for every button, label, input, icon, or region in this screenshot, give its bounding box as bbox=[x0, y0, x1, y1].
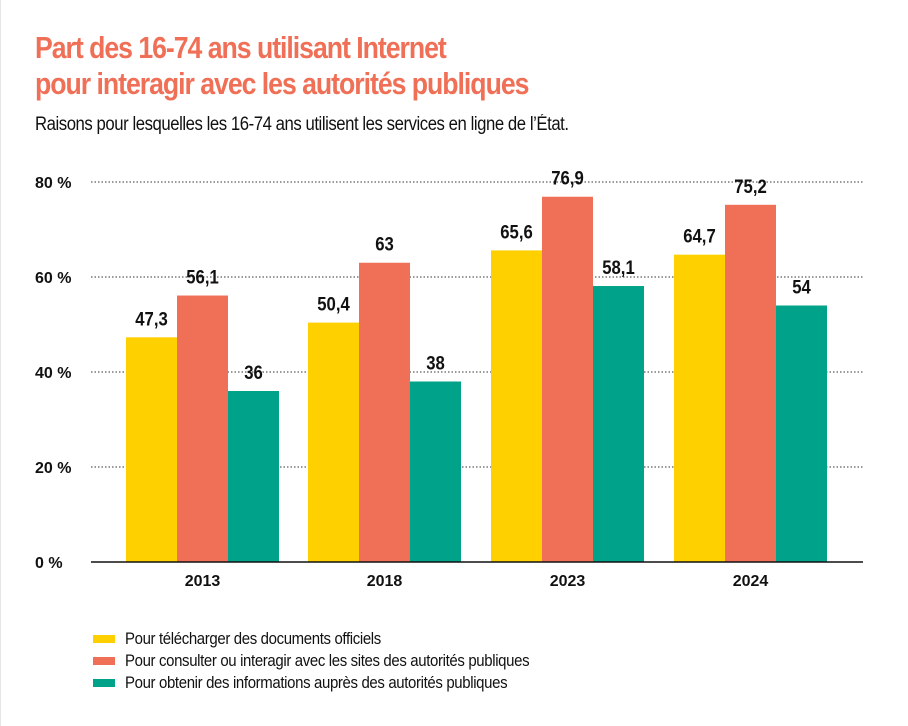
y-tick-label: 60 % bbox=[35, 270, 71, 287]
legend-swatch bbox=[93, 657, 115, 665]
bar bbox=[542, 196, 593, 562]
data-label: 63 bbox=[375, 234, 394, 255]
legend-label: Pour obtenir des informations auprès des… bbox=[125, 673, 508, 692]
data-label: 38 bbox=[426, 353, 445, 374]
legend-item: Pour télécharger des documents officiels bbox=[93, 628, 584, 650]
data-label: 65,6 bbox=[500, 221, 533, 242]
data-label: 54 bbox=[792, 277, 811, 298]
legend-label: Pour consulter ou interagir avec les sit… bbox=[125, 651, 530, 670]
x-tick-label: 2018 bbox=[367, 573, 403, 590]
data-label: 36 bbox=[244, 362, 263, 383]
bar bbox=[126, 337, 177, 562]
bar bbox=[359, 262, 410, 562]
y-tick-label: 0 % bbox=[35, 555, 63, 572]
data-label: 58,1 bbox=[602, 257, 635, 278]
title-line-1: Part des 16-74 ans utilisant Internet bbox=[35, 30, 447, 65]
bar bbox=[410, 381, 461, 562]
chart-title: Part des 16-74 ans utilisant Internet po… bbox=[35, 30, 529, 102]
chart-subtitle: Raisons pour lesquelles les 16-74 ans ut… bbox=[35, 114, 569, 135]
y-tick-label: 80 % bbox=[35, 175, 71, 192]
bar bbox=[725, 204, 776, 563]
bar bbox=[674, 254, 725, 563]
bar bbox=[491, 250, 542, 562]
legend-swatch bbox=[93, 635, 115, 643]
x-tick-label: 2024 bbox=[733, 573, 769, 590]
data-label: 50,4 bbox=[317, 294, 350, 315]
bar bbox=[776, 305, 827, 562]
data-label: 56,1 bbox=[186, 267, 219, 288]
y-tick-label: 40 % bbox=[35, 365, 71, 382]
bar bbox=[228, 391, 279, 562]
bar bbox=[593, 286, 644, 562]
data-label: 76,9 bbox=[551, 168, 584, 189]
legend-item: Pour consulter ou interagir avec les sit… bbox=[93, 650, 584, 672]
legend: Pour télécharger des documents officiels… bbox=[93, 628, 584, 694]
x-tick-label: 2023 bbox=[550, 573, 586, 590]
bar bbox=[308, 322, 359, 562]
x-tick-label: 2013 bbox=[185, 573, 221, 590]
title-line-2: pour interagir avec les autorités publiq… bbox=[35, 66, 529, 101]
legend-label: Pour télécharger des documents officiels bbox=[125, 629, 381, 648]
data-label: 64,7 bbox=[683, 226, 716, 247]
data-label: 47,3 bbox=[135, 308, 168, 329]
legend-item: Pour obtenir des informations auprès des… bbox=[93, 672, 584, 694]
data-label: 75,2 bbox=[734, 176, 767, 197]
bar bbox=[177, 295, 228, 562]
y-tick-label: 20 % bbox=[35, 460, 71, 477]
legend-swatch bbox=[93, 679, 115, 687]
